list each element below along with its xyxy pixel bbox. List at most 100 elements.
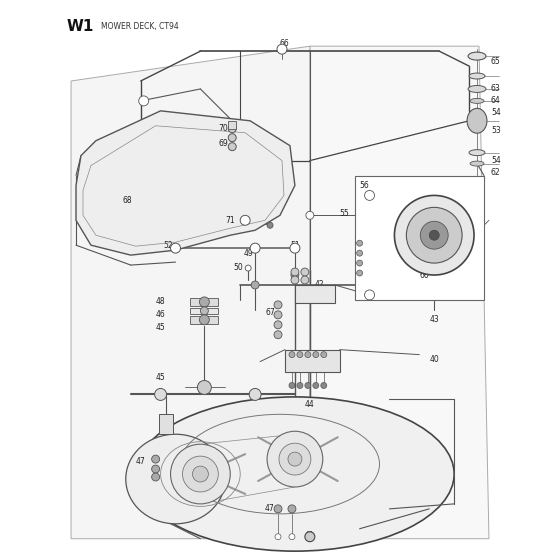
Circle shape (365, 290, 375, 300)
Circle shape (277, 44, 287, 54)
Text: 57: 57 (419, 221, 429, 230)
Text: 59: 59 (419, 248, 429, 256)
Circle shape (199, 297, 209, 307)
Circle shape (357, 240, 362, 246)
Bar (285, 349, 340, 371)
Circle shape (301, 268, 309, 276)
Ellipse shape (126, 434, 225, 524)
Text: 49: 49 (243, 249, 253, 258)
Circle shape (357, 260, 362, 266)
Circle shape (289, 352, 295, 358)
Circle shape (245, 265, 251, 271)
Circle shape (291, 276, 299, 284)
Circle shape (249, 389, 261, 400)
Text: 67: 67 (265, 309, 275, 318)
Ellipse shape (470, 99, 484, 104)
Circle shape (267, 222, 273, 228)
Circle shape (289, 534, 295, 540)
Circle shape (274, 311, 282, 319)
Text: 42: 42 (315, 281, 324, 290)
Text: 44: 44 (305, 400, 315, 409)
Circle shape (152, 455, 160, 463)
Circle shape (407, 207, 462, 263)
Circle shape (152, 473, 160, 481)
Text: 64: 64 (491, 96, 501, 105)
Text: 69: 69 (218, 139, 228, 148)
Text: 55: 55 (340, 209, 349, 218)
Circle shape (193, 466, 208, 482)
Text: 56: 56 (360, 181, 370, 190)
Circle shape (290, 243, 300, 253)
Circle shape (279, 443, 311, 475)
Circle shape (228, 125, 236, 133)
Bar (190, 308, 218, 314)
Circle shape (421, 221, 448, 249)
Text: 58: 58 (419, 236, 429, 245)
Text: 51: 51 (290, 241, 300, 250)
Text: 60: 60 (419, 270, 429, 279)
Circle shape (301, 276, 309, 284)
Circle shape (288, 452, 302, 466)
Bar (295, 285, 335, 303)
Circle shape (274, 505, 282, 513)
Polygon shape (76, 111, 295, 255)
Text: 61: 61 (365, 191, 374, 200)
Ellipse shape (469, 150, 485, 156)
Text: 68: 68 (123, 196, 132, 205)
Bar (158, 414, 172, 434)
Bar (228, 121, 236, 129)
Text: W1: W1 (66, 19, 94, 34)
Text: 47: 47 (265, 505, 275, 514)
Text: 47: 47 (136, 456, 146, 465)
Circle shape (267, 431, 323, 487)
Circle shape (430, 230, 439, 240)
Circle shape (306, 211, 314, 220)
Circle shape (291, 271, 299, 279)
Circle shape (313, 382, 319, 389)
Bar (190, 316, 218, 324)
Circle shape (288, 505, 296, 513)
Text: MOWER DECK, CT94: MOWER DECK, CT94 (101, 22, 179, 31)
Text: 45: 45 (156, 323, 165, 332)
Circle shape (274, 301, 282, 309)
Circle shape (250, 243, 260, 253)
Circle shape (199, 315, 209, 325)
Circle shape (200, 307, 208, 315)
Text: 48: 48 (156, 297, 165, 306)
Circle shape (305, 352, 311, 358)
Ellipse shape (469, 73, 485, 79)
Text: 65: 65 (491, 57, 501, 66)
Circle shape (365, 190, 375, 200)
Text: 52: 52 (164, 241, 173, 250)
Circle shape (228, 134, 236, 142)
Ellipse shape (467, 108, 487, 133)
Circle shape (305, 382, 311, 389)
Text: 50: 50 (233, 263, 243, 272)
Circle shape (251, 281, 259, 289)
Circle shape (171, 444, 230, 504)
Circle shape (228, 143, 236, 151)
Circle shape (321, 352, 327, 358)
Circle shape (274, 331, 282, 339)
Ellipse shape (468, 52, 486, 60)
Circle shape (274, 321, 282, 329)
Circle shape (240, 216, 250, 225)
Text: 63: 63 (491, 85, 501, 94)
Text: 66: 66 (280, 39, 290, 48)
Text: 70: 70 (218, 124, 228, 133)
Circle shape (313, 352, 319, 358)
Circle shape (305, 532, 315, 542)
Ellipse shape (470, 161, 484, 166)
Circle shape (152, 465, 160, 473)
Text: 40: 40 (430, 355, 439, 364)
Text: 46: 46 (156, 310, 165, 319)
Text: 71: 71 (225, 216, 235, 225)
Circle shape (291, 268, 299, 276)
Bar (354, 175, 484, 300)
Ellipse shape (468, 86, 486, 92)
Text: 54: 54 (491, 156, 501, 165)
Text: 43: 43 (430, 315, 439, 324)
Circle shape (394, 195, 474, 275)
Circle shape (357, 270, 362, 276)
Circle shape (171, 243, 180, 253)
